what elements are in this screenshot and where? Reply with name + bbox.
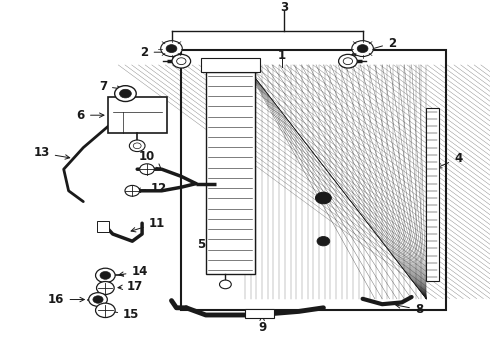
Circle shape (166, 45, 177, 53)
Bar (206, 72, 255, 274)
Text: 4: 4 (437, 152, 462, 168)
Text: 2: 2 (141, 46, 168, 59)
Text: 1: 1 (278, 49, 286, 62)
Text: 10: 10 (139, 150, 161, 168)
Text: 9: 9 (258, 315, 266, 334)
Circle shape (339, 54, 357, 68)
Circle shape (352, 41, 373, 57)
Text: 17: 17 (118, 280, 143, 293)
Circle shape (97, 282, 114, 294)
Circle shape (220, 280, 231, 289)
Text: 13: 13 (33, 147, 70, 159)
Circle shape (96, 303, 115, 318)
Circle shape (115, 86, 136, 102)
Text: 8: 8 (396, 303, 423, 316)
Bar (108, 97, 167, 133)
Circle shape (140, 164, 154, 175)
Text: 3: 3 (280, 1, 288, 14)
Circle shape (129, 140, 145, 152)
Circle shape (317, 237, 330, 246)
Circle shape (161, 41, 182, 57)
Circle shape (125, 185, 140, 196)
Circle shape (172, 54, 191, 68)
Circle shape (120, 89, 131, 98)
Text: 14: 14 (119, 265, 148, 278)
Circle shape (100, 271, 111, 279)
Text: 2: 2 (352, 37, 396, 56)
Bar (97, 221, 109, 232)
Bar (181, 50, 446, 310)
Bar (426, 108, 439, 281)
Bar (245, 65, 426, 299)
Text: 16: 16 (48, 293, 84, 306)
Circle shape (96, 268, 115, 283)
Bar (201, 58, 260, 72)
Circle shape (89, 293, 107, 306)
Text: 7: 7 (99, 80, 122, 93)
Circle shape (316, 192, 331, 204)
Bar (245, 309, 274, 318)
Text: 11: 11 (131, 217, 165, 232)
Text: 6: 6 (77, 109, 104, 122)
Circle shape (93, 296, 103, 303)
Text: 5: 5 (197, 238, 226, 251)
Text: 15: 15 (109, 309, 140, 321)
Circle shape (357, 45, 368, 53)
Text: 12: 12 (136, 183, 168, 195)
